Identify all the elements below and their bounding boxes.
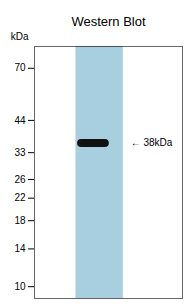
svg-text:14: 14 [14,243,26,254]
svg-text:kDa: kDa [11,31,29,42]
svg-text:33: 33 [14,147,26,158]
svg-text:← 38kDa: ← 38kDa [131,137,173,148]
svg-text:18: 18 [14,215,26,226]
svg-text:10: 10 [14,281,26,292]
svg-text:Western Blot: Western Blot [71,14,146,29]
svg-text:26: 26 [14,174,26,185]
svg-text:70: 70 [14,62,26,73]
svg-text:44: 44 [14,115,26,126]
svg-text:22: 22 [14,192,26,203]
